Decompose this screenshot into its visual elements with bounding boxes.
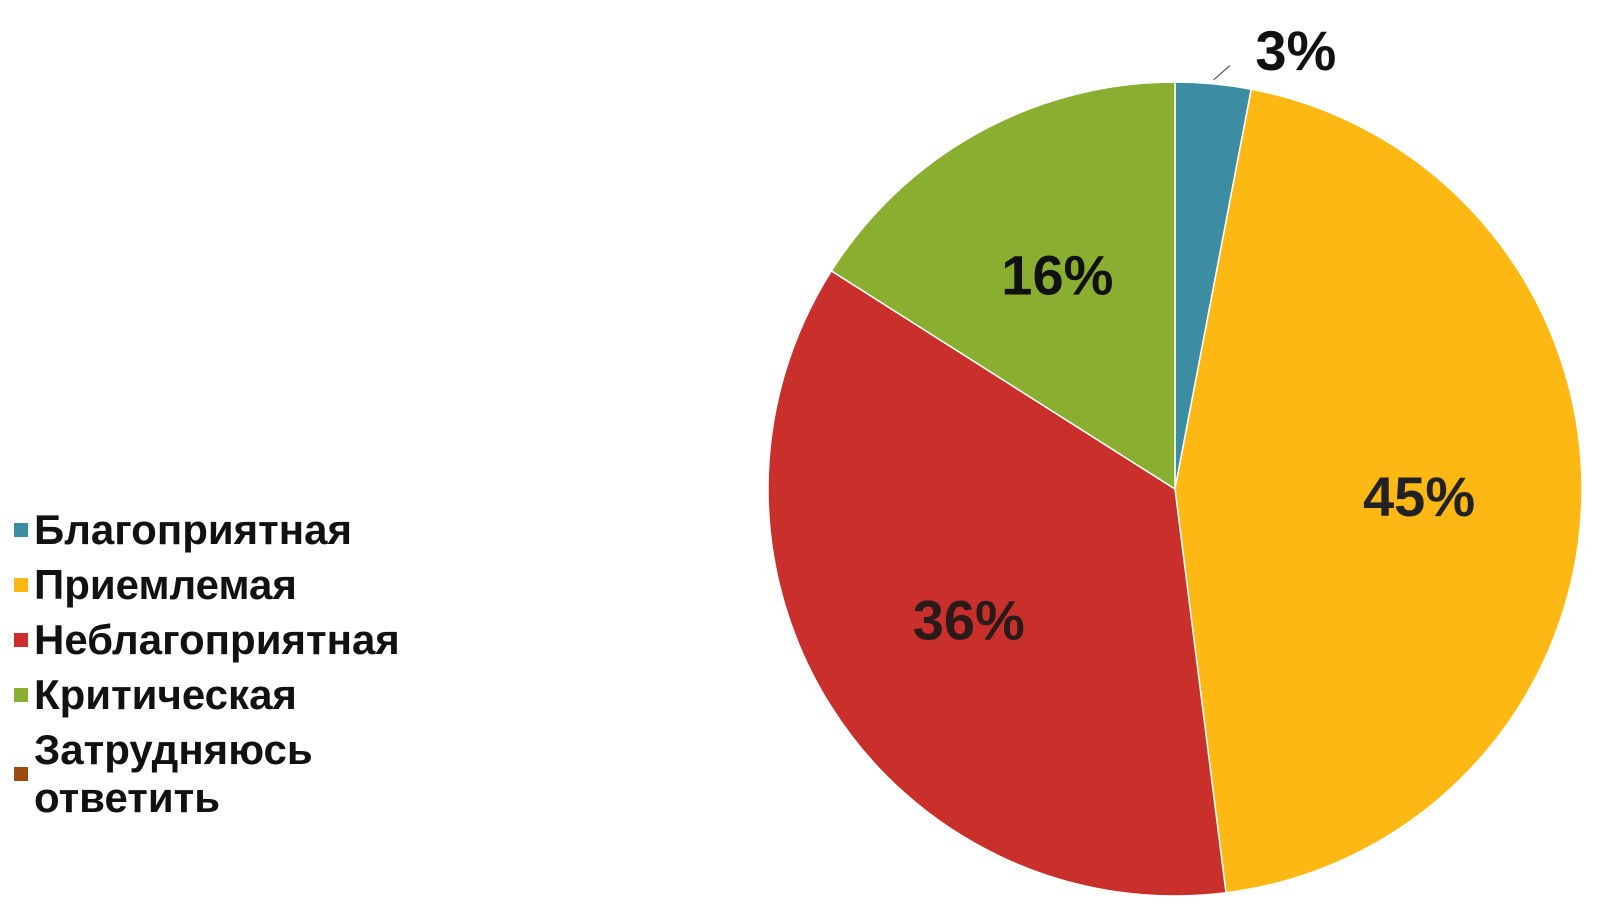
legend-swatch [14, 688, 28, 702]
legend-item: Затрудняюсь ответить [14, 726, 484, 822]
legend-label: Приемлемая [34, 561, 297, 608]
legend-item: Приемлемая [14, 561, 484, 609]
legend-swatch [14, 633, 28, 647]
legend-swatch [14, 767, 28, 781]
legend-item: Критическая [14, 671, 484, 719]
legend-item: Благоприятная [14, 506, 484, 554]
legend-label: Неблагоприятная [34, 616, 400, 663]
pie-slice-4 [830, 81, 1176, 491]
slice-data-label: 45% [1363, 465, 1475, 528]
legend-label: Благоприятная [34, 506, 352, 553]
legend-label: Критическая [34, 671, 297, 718]
legend: Благоприятная Приемлемая Неблагоприятная… [14, 506, 484, 829]
legend-swatch [14, 578, 28, 592]
slice-data-label: 36% [913, 588, 1025, 651]
legend-swatch [14, 523, 28, 537]
pie-slice-2 [1174, 88, 1583, 894]
legend-label: Затрудняюсь ответить [34, 726, 313, 821]
legend-item: Неблагоприятная [14, 616, 484, 664]
label-leader-line [1213, 65, 1231, 81]
pie-slice-3 [767, 269, 1227, 897]
slice-data-label: 16% [1001, 244, 1113, 307]
slice-data-label: 3% [1255, 19, 1336, 82]
